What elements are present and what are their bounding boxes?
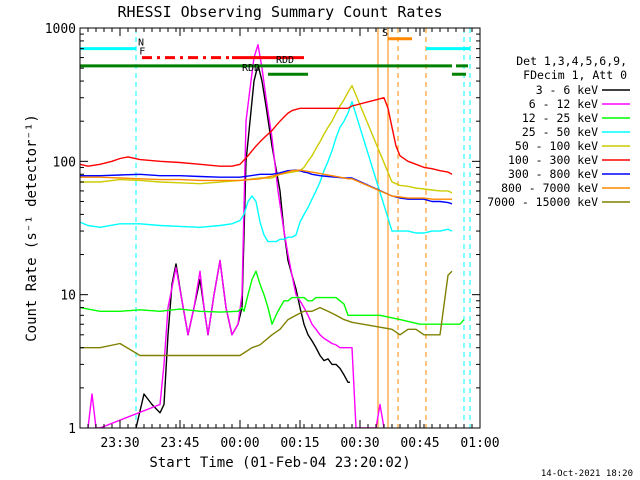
legend-label-2: 12 - 25 keV xyxy=(522,111,598,125)
flag-label-0: N xyxy=(138,38,144,49)
legend-label-8: 7000 - 15000 keV xyxy=(487,195,598,209)
flag-label-4: S xyxy=(382,28,388,39)
series-line-3 xyxy=(80,100,453,243)
series-line-2 xyxy=(80,270,465,325)
chart-title: RHESSI Observing Summary Count Rates xyxy=(117,3,442,21)
axes: NF S RDD RDD 23:30 23:45 00:00 00:15 00:30 00:45 0… xyxy=(45,22,500,451)
legend-label-5: 100 - 300 keV xyxy=(508,153,598,167)
legend: Det 1,3,4,5,6,9,FDecim 1, Att 03 - 6 keV… xyxy=(487,54,630,209)
x-axis-label: Start Time (01-Feb-04 23:20:02) xyxy=(149,455,410,471)
series-line-7 xyxy=(80,169,452,200)
legend-label-6: 300 - 800 keV xyxy=(508,167,598,181)
series-line-1 xyxy=(87,44,385,428)
y-tick-label-3: 1000 xyxy=(45,22,76,37)
x-tick-label-1: 23:45 xyxy=(160,436,199,451)
series-line-4 xyxy=(80,84,453,194)
legend-label-4: 50 - 100 keV xyxy=(515,139,598,153)
x-tick-label-0: 23:30 xyxy=(100,436,139,451)
plot-area xyxy=(80,28,471,428)
y-tick-label-2: 100 xyxy=(53,155,76,170)
legend-header-0: Det 1,3,4,5,6,9, xyxy=(516,54,627,68)
x-tick-label-4: 00:30 xyxy=(340,436,379,451)
x-tick-label-2: 00:00 xyxy=(220,436,259,451)
flag-label-6: RDD xyxy=(276,55,294,66)
y-tick-label-1: 10 xyxy=(60,289,76,304)
x-tick-label-3: 00:15 xyxy=(280,436,319,451)
flag-label-9: RDD xyxy=(242,63,260,74)
legend-header-1: FDecim 1, Att 0 xyxy=(523,68,627,82)
y-tick-label-0: 1 xyxy=(68,422,76,437)
legend-label-1: 6 - 12 keV xyxy=(529,97,598,111)
date-stamp: 14-Oct-2021 18:20 xyxy=(541,469,633,479)
legend-label-7: 800 - 7000 keV xyxy=(501,181,598,195)
legend-label-0: 3 - 6 keV xyxy=(536,83,598,97)
x-tick-label-6: 01:00 xyxy=(460,436,499,451)
series-line-6 xyxy=(80,169,453,205)
series-line-8 xyxy=(80,270,453,357)
series-line-5 xyxy=(80,96,453,175)
y-axis-label: Count Rate (s⁻¹ detector⁻¹) xyxy=(24,114,40,342)
x-tick-label-5: 00:45 xyxy=(400,436,439,451)
flag-label-2: F xyxy=(139,47,145,58)
legend-label-3: 25 - 50 keV xyxy=(522,125,598,139)
